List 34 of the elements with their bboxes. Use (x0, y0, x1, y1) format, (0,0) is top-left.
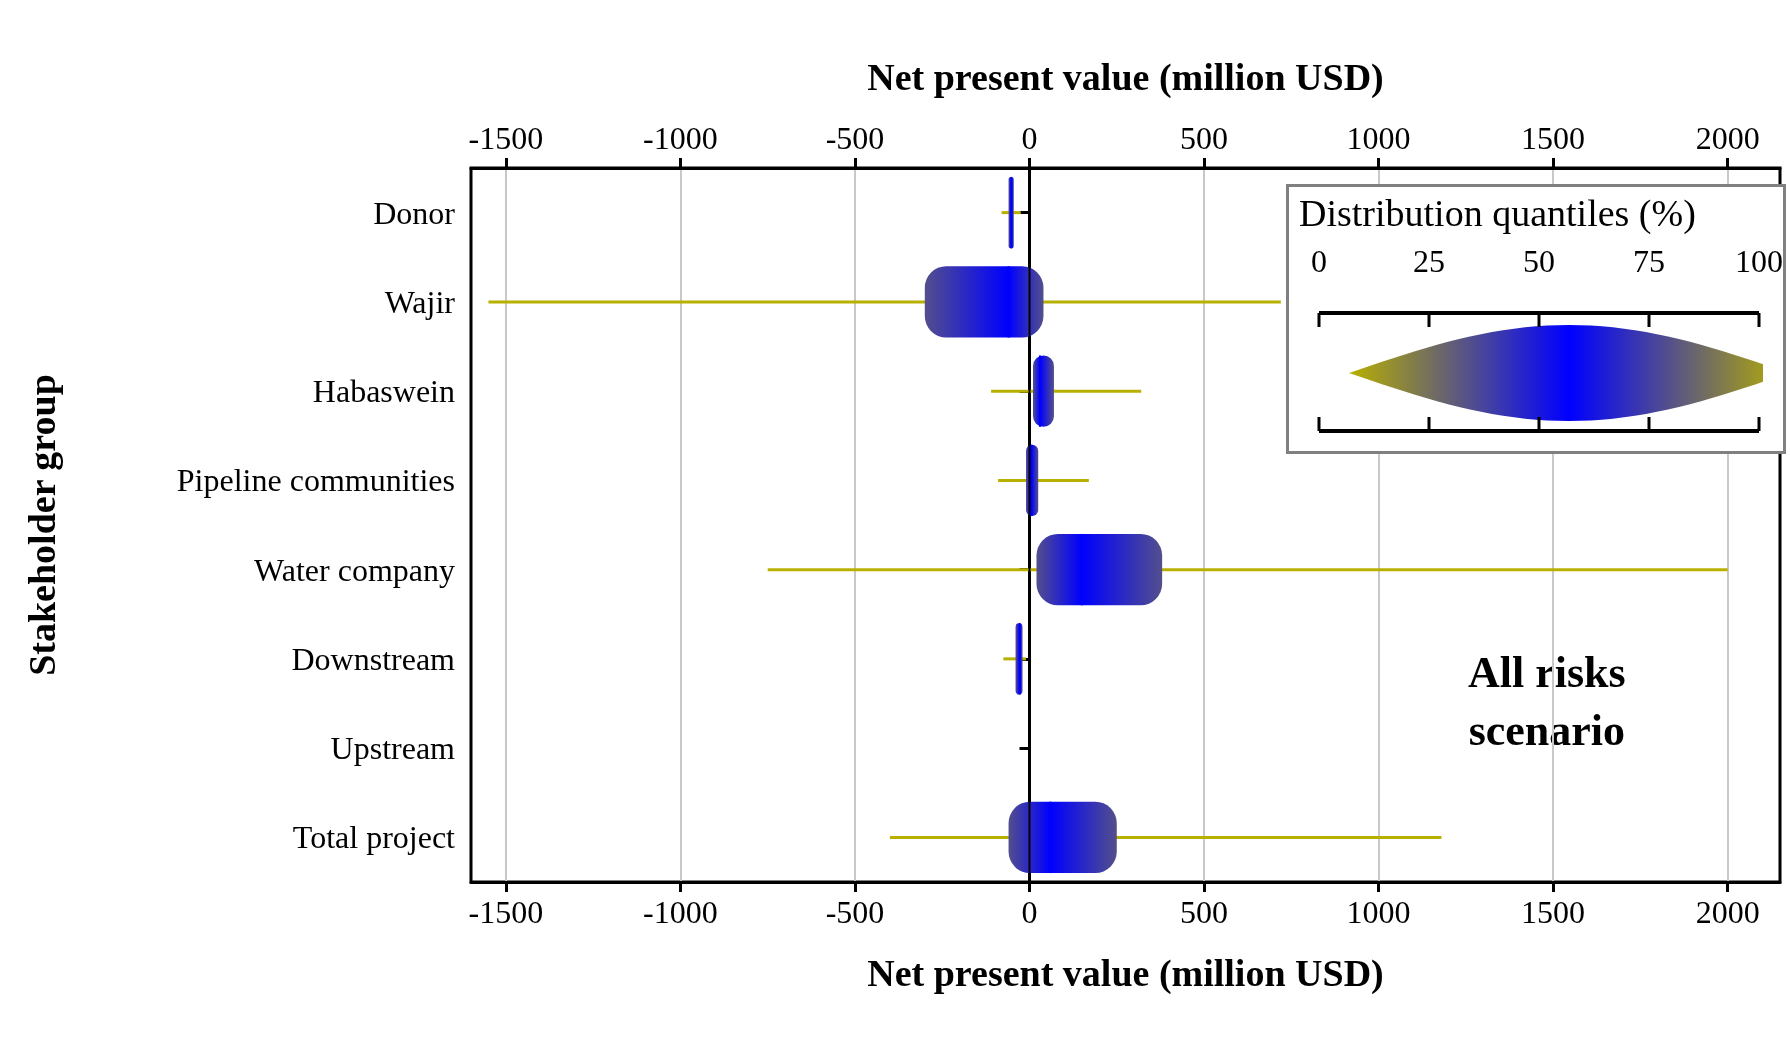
y-tick-label: Water company (254, 551, 455, 588)
y-tick-label: Wajir (384, 283, 456, 320)
x2-tick-label: -1000 (643, 120, 718, 156)
x-axis-title: Net present value (million USD) (867, 952, 1384, 995)
annotation: 75 (1633, 243, 1665, 280)
annotation: 50 (1523, 243, 1555, 280)
y-axis-title: Stakeholder group (21, 374, 63, 676)
x-tick-label: -1000 (643, 894, 718, 930)
y-tick-label: Pipeline communities (176, 462, 455, 499)
y-tick-label: Donor (373, 194, 456, 231)
annotation: 0 (1311, 243, 1327, 280)
y-tick-label: Upstream (330, 730, 456, 767)
x-tick-label: 0 (1021, 894, 1038, 930)
y-tick-label: Habaswein (312, 373, 455, 410)
x2-tick-label: 0 (1021, 120, 1038, 156)
x-tick-label: -500 (825, 894, 885, 930)
x2-tick-label: 2000 (1695, 120, 1760, 156)
x-tick-label: -1500 (468, 894, 544, 930)
x2-tick-label: 500 (1180, 120, 1229, 156)
y-tick-label: Total project (292, 819, 456, 856)
legend-title: Distribution quantiles (%) (1299, 191, 1696, 235)
annotation: All risks scenario (1468, 647, 1626, 755)
x2-tick-label: -500 (825, 120, 885, 156)
x2-tick-label: 1000 (1346, 120, 1411, 156)
x2-tick-label: -1500 (468, 120, 544, 156)
annotation: 100 (1735, 243, 1783, 280)
x2-tick-label: 1500 (1521, 120, 1586, 156)
annotation: 25 (1413, 243, 1445, 280)
x-tick-label: 500 (1180, 894, 1229, 930)
x-tick-label: 2000 (1695, 894, 1760, 930)
x-tick-label: 1500 (1521, 894, 1586, 930)
y-tick-label: Downstream (291, 640, 456, 677)
x-tick-label: 1000 (1346, 894, 1411, 930)
x2-axis-title: Net present value (million USD) (867, 56, 1384, 99)
